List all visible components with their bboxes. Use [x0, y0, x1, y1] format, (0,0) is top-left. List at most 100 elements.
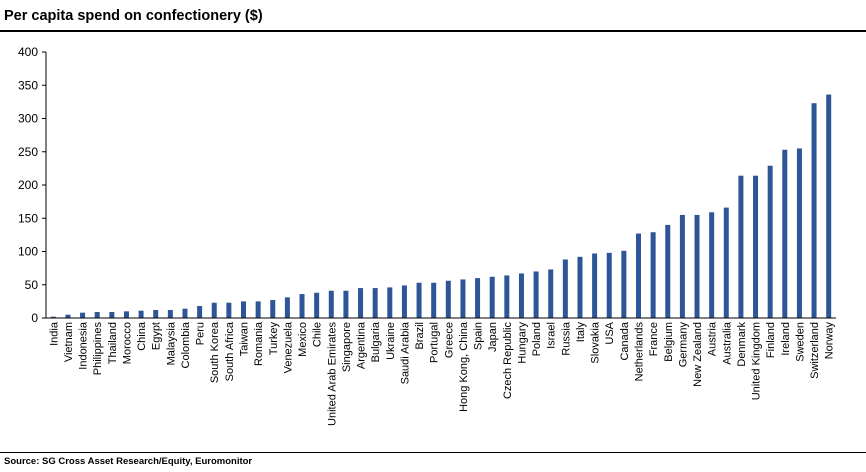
- x-tick-label: Hong Kong, China: [458, 321, 470, 412]
- x-tick-label: Italy: [575, 322, 587, 343]
- y-tick-label: 0: [31, 311, 38, 325]
- bar: [197, 306, 203, 318]
- bar: [358, 288, 364, 318]
- x-tick-label: South Africa: [224, 321, 236, 381]
- x-tick-label: Hungary: [516, 322, 528, 364]
- bar: [796, 148, 802, 318]
- bar: [65, 314, 71, 318]
- bar: [533, 271, 539, 318]
- bar: [679, 214, 685, 318]
- x-tick-label: Venezuela: [282, 321, 294, 373]
- x-tick-label: Slovakia: [590, 321, 602, 363]
- x-tick-label: USA: [604, 321, 616, 344]
- bar-chart: 0 50 100 150 200 250 300 350 400 India Vietnam Ind…: [18, 45, 836, 426]
- bar: [811, 103, 817, 319]
- bar: [211, 302, 217, 318]
- x-tick-label: Portugal: [429, 322, 441, 363]
- bar: [606, 252, 612, 318]
- bar: [504, 275, 510, 318]
- x-tick-label: Japan: [487, 322, 499, 352]
- bar: [255, 301, 261, 319]
- bar: [518, 273, 524, 318]
- x-tick-label: United Arab Emirates: [326, 322, 338, 426]
- bar: [387, 287, 393, 318]
- bar: [80, 312, 86, 318]
- bars-group: [50, 94, 832, 319]
- x-tick-label: Ukraine: [385, 322, 397, 360]
- x-tick-label: Thailand: [107, 322, 119, 364]
- bar: [636, 233, 641, 318]
- y-tick-label: 50: [25, 278, 39, 292]
- x-tick-label: Spain: [473, 322, 485, 350]
- bar: [416, 282, 422, 318]
- x-tick-label: Austria: [707, 321, 719, 356]
- x-tick-label: Brazil: [414, 322, 426, 350]
- bar: [548, 269, 554, 318]
- bar: [138, 310, 144, 318]
- x-tick-label: Australia: [721, 321, 733, 365]
- y-tick-label: 100: [18, 245, 38, 259]
- y-tick-label: 300: [18, 112, 38, 126]
- x-tick-label: Malaysia: [165, 321, 177, 365]
- bar: [94, 312, 100, 318]
- x-tick-label: Chile: [312, 322, 324, 347]
- x-tick-label: Greece: [443, 322, 455, 358]
- bar: [123, 311, 129, 318]
- x-tick-label: Ireland: [780, 322, 792, 356]
- bar: [621, 250, 627, 318]
- y-tick-label: 150: [18, 211, 38, 225]
- bar: [153, 310, 159, 318]
- y-axis: 0 50 100 150 200 250 300 350 400: [18, 45, 47, 325]
- x-tick-label: Bulgaria: [370, 321, 382, 362]
- x-tick-label: Finland: [765, 322, 777, 358]
- bar: [328, 290, 334, 318]
- bar: [299, 294, 305, 318]
- x-axis: India Vietnam Indonesia Philippines Thailand…: [46, 317, 836, 426]
- x-tick-label: Colombia: [180, 321, 192, 368]
- bar: [401, 285, 407, 318]
- x-tick-label: Canada: [619, 321, 631, 360]
- bar: [372, 288, 378, 318]
- x-tick-label: Singapore: [341, 322, 353, 372]
- x-tick-label: Romania: [253, 321, 265, 366]
- x-tick-label: New Zealand: [692, 322, 704, 387]
- x-tick-label: Switzerland: [809, 322, 821, 379]
- x-tick-label: France: [648, 322, 660, 356]
- bar: [270, 300, 276, 318]
- x-tick-label: India: [48, 321, 60, 346]
- x-tick-label: Egypt: [151, 322, 163, 350]
- x-tick-label: Indonesia: [78, 321, 90, 370]
- bar: [226, 302, 232, 318]
- bar: [562, 259, 568, 318]
- x-tick-label: Czech Republic: [502, 322, 514, 400]
- x-tick-label: Philippines: [92, 322, 104, 376]
- x-tick-label: Israel: [546, 322, 558, 349]
- bar: [767, 165, 773, 318]
- bar: [50, 316, 56, 318]
- x-tick-label: Argentina: [356, 321, 368, 369]
- bar: [475, 278, 481, 318]
- bar: [167, 310, 173, 318]
- x-tick-label: Norway: [824, 322, 836, 360]
- bar: [431, 282, 437, 318]
- bar: [650, 232, 656, 318]
- bar: [284, 297, 290, 318]
- x-tick-label: Morocco: [121, 322, 133, 364]
- y-tick-label: 350: [18, 78, 38, 92]
- x-tick-label: Taiwan: [239, 322, 251, 356]
- x-tick-label: Russia: [560, 321, 572, 356]
- bar: [182, 308, 188, 318]
- x-tick-label: Mexico: [297, 322, 309, 357]
- x-tick-label: Belgium: [663, 322, 675, 362]
- bar: [753, 175, 759, 318]
- bar: [241, 301, 246, 319]
- bar: [460, 279, 466, 318]
- bar: [709, 212, 715, 318]
- bar: [826, 94, 832, 318]
- bar: [694, 214, 700, 318]
- x-tick-label: Poland: [531, 322, 543, 356]
- x-tick-label: Sweden: [794, 322, 806, 362]
- bar: [723, 207, 729, 318]
- y-tick-label: 250: [18, 145, 38, 159]
- bar: [489, 276, 495, 318]
